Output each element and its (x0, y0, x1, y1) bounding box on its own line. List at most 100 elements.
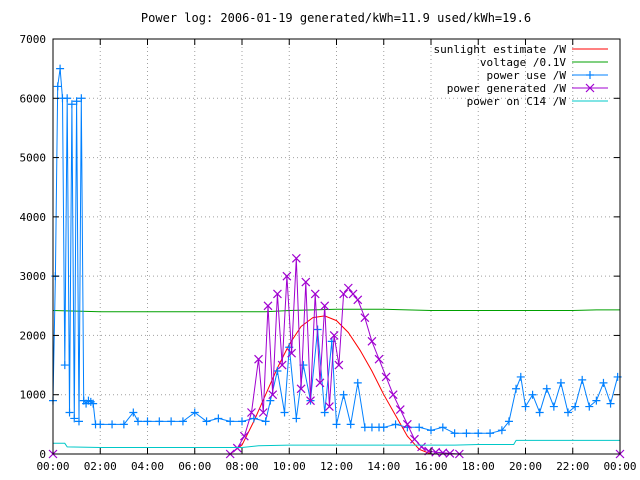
series-point (450, 429, 459, 438)
series-point (301, 277, 311, 287)
series-point (226, 417, 235, 426)
y-tick-label: 0 (39, 448, 46, 461)
series-point (585, 402, 594, 411)
series-point (497, 426, 506, 435)
series-point (367, 423, 376, 432)
series-point (299, 361, 308, 370)
series-point (417, 442, 426, 452)
series-point (320, 408, 329, 417)
y-tick-label: 4000 (20, 211, 47, 224)
series-point (564, 408, 573, 417)
x-tick-label: 02:00 (84, 460, 117, 473)
series-point (310, 289, 320, 299)
legend-label: power generated /W (447, 82, 567, 95)
series-point (143, 417, 152, 426)
series-point (339, 390, 348, 399)
series-point (247, 408, 256, 417)
x-tick-label: 06:00 (178, 460, 211, 473)
series-point (280, 408, 289, 417)
x-tick-label: 22:00 (556, 460, 589, 473)
grid (53, 39, 620, 454)
series-point (292, 414, 301, 423)
series-point (282, 271, 292, 281)
x-tick-label: 12:00 (320, 460, 353, 473)
series-point (254, 354, 263, 364)
series-point (504, 417, 513, 426)
x-tick-label: 00:00 (603, 460, 636, 473)
series-point (277, 360, 287, 370)
x-tick-label: 08:00 (225, 460, 258, 473)
series-line (52, 68, 619, 434)
series-point (606, 399, 615, 408)
legend-label: sunlight estimate /W (434, 43, 567, 56)
series-point (296, 384, 306, 394)
series-point (178, 417, 187, 426)
series-point (190, 408, 199, 417)
series-point (74, 417, 83, 426)
series-point (535, 408, 544, 417)
series-point (346, 420, 355, 429)
series-point (239, 431, 249, 441)
series-point (65, 408, 74, 417)
series-point (556, 378, 565, 387)
series-point (249, 414, 258, 423)
series-point (119, 420, 128, 429)
series-point (287, 348, 297, 358)
series-point (410, 434, 419, 444)
series-point (343, 283, 353, 293)
series-point (96, 420, 105, 429)
series-point (415, 423, 424, 432)
series-point (53, 82, 62, 91)
series-point (516, 372, 525, 381)
series-point (549, 402, 558, 411)
series-point (202, 417, 211, 426)
series-point (329, 331, 339, 340)
series-point (353, 295, 363, 305)
series-point (327, 337, 336, 346)
series-point (334, 360, 344, 370)
series-point (315, 378, 325, 388)
series-point (108, 420, 117, 429)
legend-marker (585, 83, 595, 93)
series-point (263, 301, 273, 311)
series-point (232, 443, 242, 453)
series-point (427, 426, 435, 435)
series-point (67, 100, 76, 109)
x-tick-label: 14:00 (367, 460, 400, 473)
y-tick-label: 7000 (20, 33, 47, 46)
series-2 (49, 64, 622, 438)
series-point (155, 417, 164, 426)
y-tick-label: 3000 (20, 270, 47, 283)
series-point (528, 390, 537, 399)
series-point (268, 390, 278, 400)
series-point (332, 420, 341, 429)
series-point (474, 429, 483, 438)
series-point (388, 390, 398, 400)
series-point (129, 408, 138, 417)
series-point (395, 405, 405, 414)
legend-marker (586, 71, 594, 79)
chart-title: Power log: 2006-01-19 generated/kWh=11.9… (141, 11, 531, 25)
series-point (63, 94, 72, 103)
series-point (571, 402, 580, 411)
series-point (486, 429, 495, 438)
series-point (578, 375, 587, 384)
series-point (462, 429, 471, 438)
y-tick-label: 2000 (20, 329, 47, 342)
series-0 (229, 315, 443, 455)
series-point (360, 423, 369, 432)
y-tick-label: 6000 (20, 92, 47, 105)
series-point (56, 64, 65, 73)
series-point (89, 399, 98, 408)
series-point (445, 448, 455, 458)
series-point (291, 253, 301, 263)
series-point (438, 423, 447, 432)
series-line (52, 308, 620, 313)
series-point (438, 448, 448, 458)
series-point (402, 419, 412, 429)
series-point (134, 417, 143, 426)
series-point (374, 354, 384, 364)
series-point (391, 420, 400, 429)
x-tick-label: 18:00 (462, 460, 495, 473)
